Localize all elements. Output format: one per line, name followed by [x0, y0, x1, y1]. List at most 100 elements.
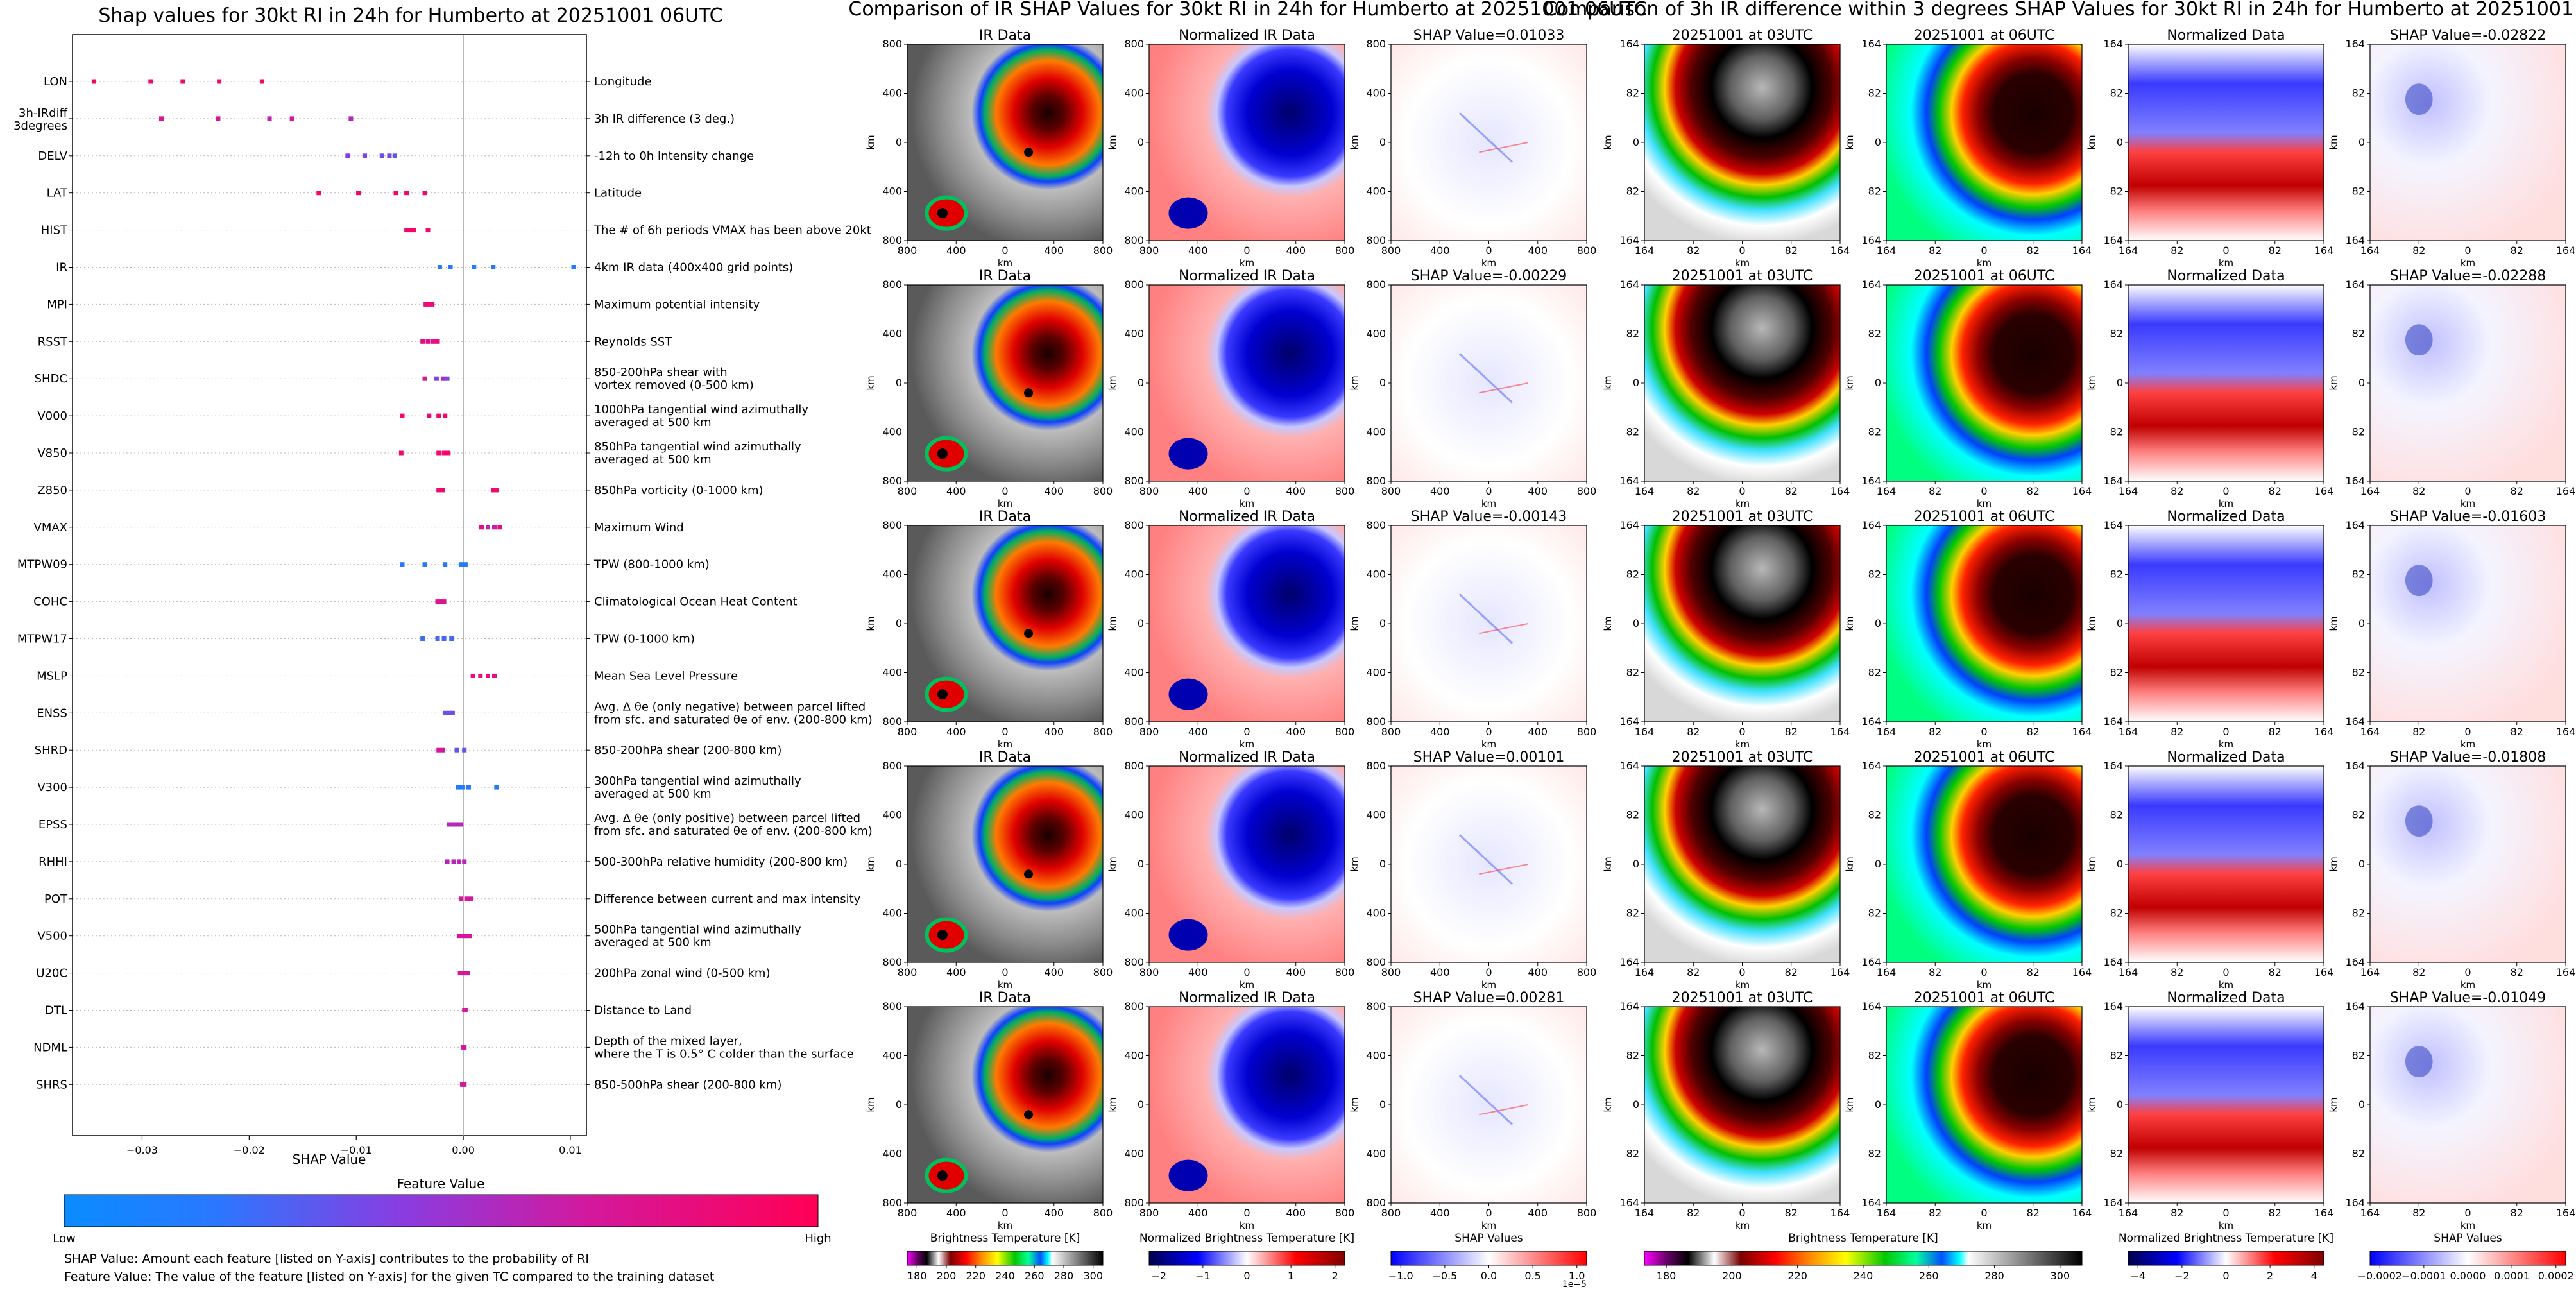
shap-blob — [2405, 83, 2433, 115]
y-tick-label: 400 — [1124, 328, 1144, 340]
y-tick-label: 164 — [2345, 1000, 2365, 1012]
colorbar-tick-label: 200 — [937, 1270, 957, 1282]
ir-06utc-image — [1886, 1007, 2082, 1203]
x-tick-label: 800 — [1335, 485, 1355, 497]
x-tick-label: 400 — [1528, 1207, 1548, 1219]
shap-axes-frame — [72, 34, 587, 1136]
colorbar — [2128, 1251, 2324, 1266]
feature-description: 850-200hPa shear with vortex removed (0-5… — [594, 366, 754, 392]
shap-point — [425, 228, 431, 233]
colorbar-tick-label: −0.5 — [1432, 1270, 1457, 1282]
feature-short-label: V300 — [37, 781, 67, 794]
shap-point — [430, 302, 435, 307]
y-tick-label: 0 — [896, 377, 902, 389]
feature-short-label: ENSS — [37, 706, 67, 720]
y-tick-label: 800 — [1124, 475, 1144, 487]
shap-point — [462, 859, 467, 864]
y-axis-label: km — [1602, 1097, 1614, 1112]
feature-description: 1000hPa tangential wind azimuthally avera… — [594, 403, 808, 429]
y-tick-label: 0 — [1633, 858, 1639, 870]
ir-06utc-image — [1886, 44, 2082, 241]
x-tick-label: 400 — [1188, 1207, 1208, 1219]
shap-point — [478, 673, 483, 678]
y-tick-label: 82 — [2110, 87, 2123, 99]
diff-shap-image — [2370, 1007, 2566, 1203]
y-tick-label: 0 — [1875, 136, 1881, 148]
y-tick-label: 0 — [2117, 136, 2123, 148]
x-tick-label: 0 — [1243, 244, 1250, 257]
y-tick-label: 164 — [2103, 956, 2123, 968]
x-tick-label: 164 — [2556, 244, 2576, 257]
y-tick-label: 164 — [1861, 760, 1881, 772]
feature-short-label: Z850 — [37, 484, 67, 497]
y-tick-label: 0 — [1379, 617, 1386, 629]
x-tick-label: 0 — [1485, 1207, 1492, 1219]
shap-point — [420, 636, 425, 641]
feature-short-label: LON — [44, 75, 67, 89]
panel-title: 20251001 at 06UTC — [1914, 749, 2055, 765]
y-tick-label: 800 — [1366, 956, 1386, 968]
y-tick-label: 400 — [1124, 185, 1144, 198]
y-tick-label: 82 — [2352, 907, 2365, 919]
shap-point — [363, 153, 368, 158]
y-tick-label: 800 — [1366, 715, 1386, 728]
shap-point — [267, 116, 272, 121]
y-tick-label: 800 — [1124, 278, 1144, 291]
shap-point — [422, 191, 427, 196]
shap-point — [441, 450, 447, 456]
colorbar-tick-label: 2 — [1332, 1270, 1338, 1282]
y-tick-label: 800 — [882, 519, 902, 531]
shap-point — [148, 79, 153, 84]
shap-image — [1391, 766, 1587, 962]
x-tick-label: 82 — [1929, 1207, 1941, 1219]
shap-image — [1391, 1007, 1587, 1203]
y-tick-label: 400 — [1366, 1148, 1386, 1160]
colorbar-tick-label: −4 — [2130, 1270, 2145, 1282]
y-tick-label: 164 — [1619, 1197, 1639, 1209]
y-axis-label: km — [2328, 616, 2339, 631]
x-tick-label: 800 — [898, 1207, 917, 1219]
y-tick-label: 82 — [2352, 809, 2365, 821]
y-tick-label: 82 — [1626, 87, 1639, 99]
x-tick-label: 400 — [946, 244, 966, 257]
feature-short-label: LAT — [47, 187, 68, 200]
y-tick-label: 82 — [1626, 907, 1639, 919]
y-axis-label: km — [865, 1097, 876, 1112]
x-tick-label: 800 — [1139, 726, 1159, 738]
x-axis-label: km — [2219, 738, 2233, 750]
x-tick-label: 164 — [2072, 1207, 2092, 1219]
main-eye — [1024, 869, 1034, 879]
y-tick-label: 164 — [1619, 956, 1639, 968]
x-axis-label: km — [1240, 257, 1254, 269]
feature-description: Avg. Δ θe (only negative) between parcel… — [594, 700, 873, 726]
y-tick-label: 82 — [1868, 809, 1881, 821]
x-tick-label: 0 — [2464, 726, 2471, 738]
y-tick-label: 164 — [1619, 715, 1639, 728]
shap-image — [1391, 285, 1587, 481]
y-tick-label: 0 — [1138, 1098, 1144, 1111]
panel-title: SHAP Value=-0.00229 — [1411, 268, 1567, 284]
y-tick-label: 800 — [882, 475, 902, 487]
colorbar — [907, 1251, 1104, 1266]
y-tick-label: 400 — [882, 185, 902, 198]
y-tick-label: 800 — [882, 38, 902, 50]
x-tick-label: 0 — [2464, 485, 2471, 497]
y-tick-label: 400 — [1366, 1050, 1386, 1062]
shap-point — [289, 116, 294, 121]
y-tick-label: 164 — [2103, 278, 2123, 291]
ir-03utc-image — [1644, 1007, 1840, 1203]
storm-eye — [937, 930, 948, 941]
y-tick-label: 800 — [882, 278, 902, 291]
y-axis-label: km — [1844, 375, 1855, 390]
shap-point — [479, 525, 484, 530]
shap-point — [445, 376, 450, 381]
y-axis-label: km — [2086, 616, 2097, 631]
y-tick-label: 164 — [1861, 1197, 1881, 1209]
x-axis-label: km — [2461, 498, 2475, 509]
x-tick-label: 400 — [1044, 1207, 1064, 1219]
colorbar-tick-label: 1.0 — [1569, 1270, 1585, 1282]
colorbar-tick-label: 180 — [1657, 1270, 1676, 1282]
panel-title: Normalized Data — [2167, 509, 2285, 525]
secondary-storm — [1168, 919, 1208, 951]
